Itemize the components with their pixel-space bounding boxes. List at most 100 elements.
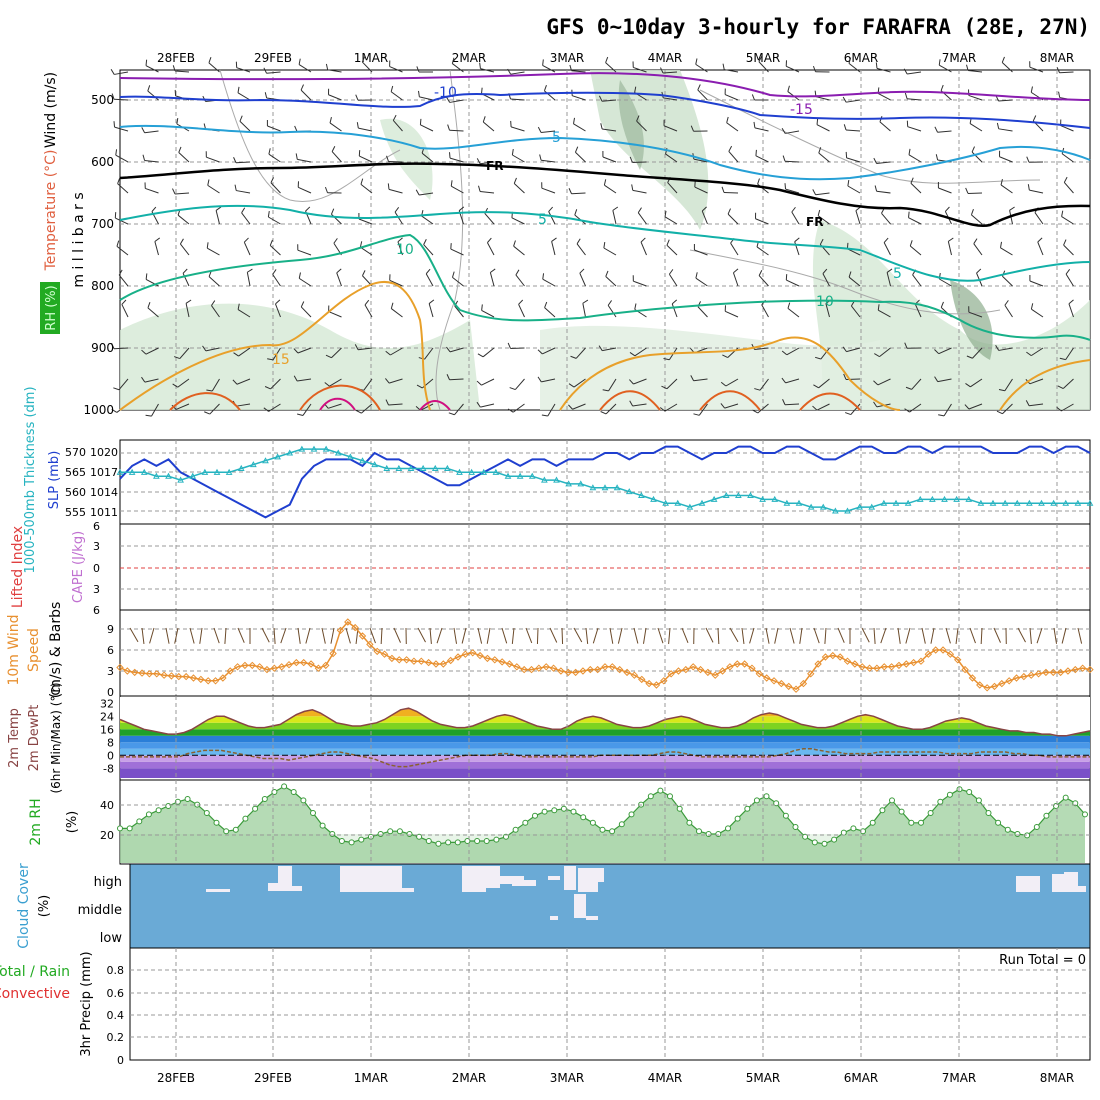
rh2m-point: [927, 810, 934, 816]
upper-wind-barb: [907, 71, 922, 75]
surface-wind-barb: [1053, 627, 1057, 644]
wind10m-speed-point: [968, 674, 977, 682]
wind10m-speed-point: [395, 656, 403, 664]
upper-wind-barb: [512, 154, 525, 163]
wind10m-speed-point: [439, 660, 448, 668]
upper-wind-barb: [541, 130, 556, 133]
upper-wind-barb-flag: [598, 95, 603, 102]
upper-wind-barb: [361, 403, 373, 414]
upper-wind-barb-flag: [179, 238, 184, 245]
upper-wind-barb-flag: [206, 389, 213, 392]
rh2m-point: [551, 807, 558, 814]
wind10m-speed-point: [608, 663, 617, 671]
thickness-point: [892, 499, 900, 506]
upper-wind-barb-flag: [451, 271, 455, 278]
svg-text:0: 0: [117, 1054, 124, 1067]
upper-wind-barb-flag: [966, 355, 973, 359]
wind10m-speed-point: [696, 665, 705, 674]
upper-wind-barb-flag: [233, 352, 239, 357]
rh2m-point: [493, 836, 500, 843]
cloud-block: [500, 876, 512, 884]
cloud-panel: high middle low Cloud Cover (%): [16, 863, 1091, 949]
upper-wind-barb-flag: [1000, 179, 1003, 186]
upper-wind-barb-flag: [476, 401, 481, 408]
upper-wind-barb: [785, 378, 800, 384]
svg-text:1020: 1020: [90, 446, 118, 459]
cloud-block: [402, 888, 414, 892]
upper-wind-barb-flag: [247, 268, 253, 273]
upper-wind-barb: [785, 130, 800, 134]
rh2m-point: [609, 828, 616, 835]
upper-wind-barb: [115, 154, 129, 163]
wind10m-speed-point: [909, 658, 918, 667]
upper-wind-barb-flag: [877, 304, 880, 311]
rh2m-point: [937, 798, 944, 805]
rh2m-point: [445, 839, 452, 846]
upper-wind-barb: [664, 403, 678, 412]
cloud-block: [1052, 874, 1064, 892]
upper-wind-barb-flag: [507, 68, 512, 75]
surface-wind-barb: [789, 627, 795, 644]
upper-wind-barb-flag: [965, 187, 969, 194]
wind10m-speed-point: [498, 658, 506, 666]
wind10m-speed-point: [388, 654, 396, 663]
upper-wind-barb-flag: [1030, 86, 1033, 93]
upper-wind-barb: [693, 158, 708, 163]
ylabel-rh2m-b: (%): [65, 811, 80, 834]
isotherm-minus10: [119, 91, 1091, 129]
upper-wind-barb: [272, 347, 281, 361]
slp-ticks: 570 565 560 555 1020 1017 1014 1011: [65, 446, 118, 519]
upper-wind-barb: [389, 279, 403, 287]
upper-wind-barb-flag: [237, 86, 240, 93]
thickness-point: [989, 499, 997, 506]
cape-li-panel: 6 3 0 3 6 Lifted Index CAPE (J/kg): [10, 520, 1091, 617]
wind10m-speed-point: [351, 623, 359, 632]
upper-wind-barb-flag: [268, 148, 271, 155]
upper-wind-barb: [695, 63, 708, 73]
upper-wind-barb: [1059, 71, 1074, 74]
upper-wind-barb: [208, 276, 220, 287]
upper-wind-barb-flag: [263, 407, 269, 412]
upper-wind-barb-flag: [757, 178, 760, 185]
upper-wind-barb-flag: [300, 84, 304, 91]
surface-wind-barb: [765, 627, 770, 644]
bottom-date-label-9: 8MAR: [1040, 1071, 1075, 1085]
rh2m-point: [696, 828, 702, 835]
upper-wind-barb: [608, 378, 617, 392]
upper-wind-barb-flag: [998, 389, 1005, 392]
upper-wind-barb: [390, 91, 403, 101]
upper-wind-barb-flag: [511, 148, 514, 156]
thickness-point: [1062, 499, 1070, 506]
upper-wind-barb-flag: [544, 301, 548, 308]
temp-band: [120, 761, 1090, 769]
upper-wind-barb: [604, 184, 617, 194]
upper-wind-barb-flag: [701, 206, 707, 212]
wind10m-speed-point: [1086, 665, 1094, 674]
upper-wind-barb: [666, 244, 678, 256]
upper-wind-barb: [268, 403, 281, 412]
cloud-block: [574, 894, 586, 918]
temp-tick: 16: [100, 723, 114, 736]
wind10m-speed-point: [1049, 668, 1057, 677]
upper-wind-barb: [179, 243, 190, 256]
upper-wind-barb-flag: [204, 411, 210, 415]
thickness-point: [965, 495, 973, 502]
surface-wind-barb: [1017, 627, 1026, 643]
upper-wind-barb: [694, 186, 708, 194]
upper-wind-barb: [879, 121, 891, 132]
surface-wind-barb: [477, 627, 483, 644]
upper-wind-barb-flag: [487, 237, 492, 243]
isotherm-label-minus10: -10: [434, 85, 457, 101]
upper-wind-barb-flag: [118, 269, 123, 276]
wind10m-speed-point: [1064, 667, 1072, 675]
upper-wind-barb: [816, 403, 830, 411]
slp-line: [119, 445, 1091, 519]
upper-wind-barb-flag: [1059, 357, 1066, 361]
top-date-label-9: 8MAR: [1040, 51, 1075, 65]
isotherm-minus15: [119, 72, 1091, 101]
upper-wind-barb: [582, 303, 586, 318]
upper-wind-barb: [481, 309, 495, 318]
rh2m-point: [811, 839, 818, 846]
surface-wind-barb: [955, 627, 959, 644]
bottom-date-label-0: 28FEB: [157, 1071, 195, 1085]
